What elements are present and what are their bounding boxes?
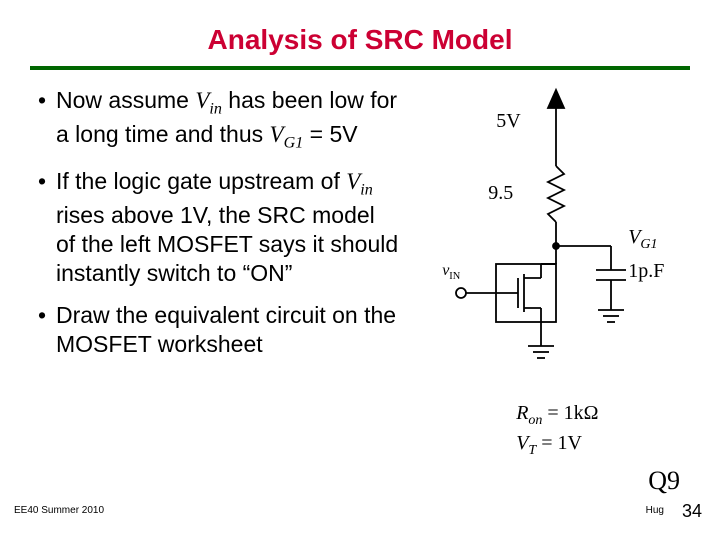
vin-var2: Vin [346, 169, 373, 194]
vg1-label: VG1 [628, 226, 657, 253]
vdd-label: 5V [496, 110, 520, 133]
bullet-2: If the logic gate upstream of Vin rises … [38, 167, 398, 287]
resistor-label: 9.5 [488, 182, 513, 205]
vg1-var: VG1 [270, 122, 304, 147]
bullet-3: Draw the equivalent circuit on the MOSFE… [38, 301, 398, 359]
vin-var: Vin [195, 88, 222, 113]
diagram-column: 5V 9.5 VG1 vIN 1p.F Ron = 1kΩ VT = 1V [406, 86, 690, 373]
page-title: Analysis of SRC Model [30, 24, 690, 56]
bullet-1: Now assume Vin has been low for a long t… [38, 86, 398, 153]
vin-label: vIN [442, 262, 460, 282]
title-rule [30, 66, 690, 70]
bullet-list: Now assume Vin has been low for a long t… [30, 86, 398, 359]
capacitor-label: 1p.F [628, 260, 664, 283]
question-label: Q9 [648, 466, 680, 496]
footer-left: EE40 Summer 2010 [14, 505, 104, 516]
footer-right: Hug [646, 505, 664, 516]
bullet-1-pre: Now assume [56, 87, 195, 113]
bullet-2-pre: If the logic gate upstream of [56, 168, 346, 194]
ron-line: Ron = 1kΩ [516, 400, 598, 430]
page-number: 34 [682, 501, 702, 522]
vt-line: VT = 1V [516, 430, 598, 460]
bullet-2-post: rises above 1V, the SRC model of the lef… [56, 202, 398, 286]
content-row: Now assume Vin has been low for a long t… [30, 86, 690, 373]
slide: Analysis of SRC Model Now assume Vin has… [0, 0, 720, 540]
mosfet-params: Ron = 1kΩ VT = 1V [516, 400, 598, 460]
bullet-1-eq: = 5V [303, 121, 357, 147]
text-column: Now assume Vin has been low for a long t… [30, 86, 406, 373]
